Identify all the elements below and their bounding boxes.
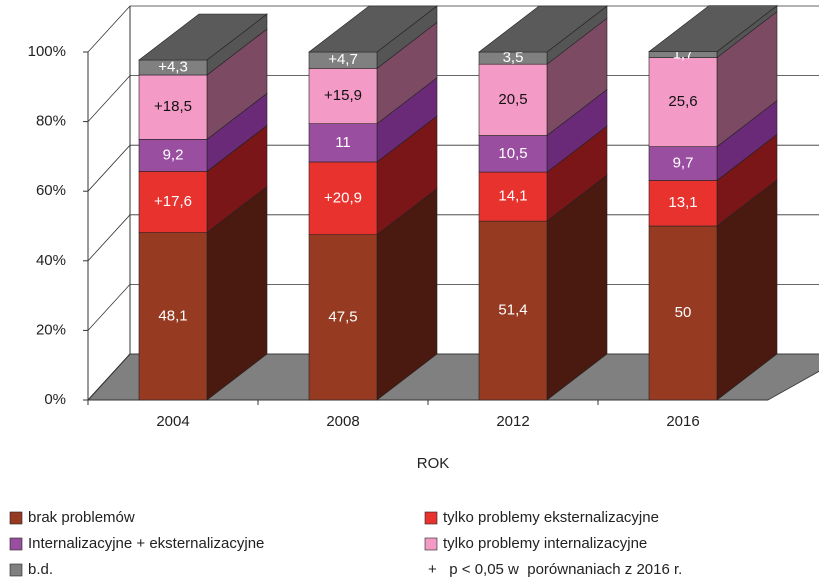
y-tick-label: 80% xyxy=(36,113,66,130)
data-label: 11 xyxy=(335,134,351,151)
data-label: +18,5 xyxy=(154,98,192,115)
legend-label: b.d. xyxy=(28,561,53,578)
data-label: 51,4 xyxy=(498,302,527,319)
data-label: 48,1 xyxy=(158,307,187,324)
x-tick-label: 2008 xyxy=(326,413,359,430)
legend-label: tylko problemy internalizacyjne xyxy=(443,535,647,552)
bar xyxy=(308,123,378,163)
data-label: 9,7 xyxy=(673,155,694,172)
bar xyxy=(478,63,548,136)
bar-top xyxy=(648,5,778,52)
grid-line xyxy=(87,5,819,53)
note: + p < 0,05 w porównaniach z 2016 r. xyxy=(428,561,682,578)
data-label: 9,2 xyxy=(163,146,184,163)
bar xyxy=(478,220,548,401)
x-axis-label: ROK xyxy=(417,455,450,472)
legend-swatch xyxy=(424,537,438,551)
bar-top xyxy=(138,13,268,61)
bar-top xyxy=(308,5,438,53)
bar xyxy=(138,232,208,401)
bar xyxy=(308,161,378,236)
grid-line xyxy=(87,75,819,122)
data-label: 10,5 xyxy=(498,145,527,162)
data-label: 13,1 xyxy=(668,194,697,211)
bar xyxy=(478,135,548,173)
bar-top xyxy=(478,5,608,53)
y-tick-label: 100% xyxy=(28,43,66,60)
y-tick-label: 20% xyxy=(36,321,66,338)
x-tick-label: 2004 xyxy=(156,413,189,430)
data-label: 50 xyxy=(675,304,692,321)
bar xyxy=(308,68,378,124)
legend-swatch xyxy=(9,537,23,551)
bar xyxy=(308,234,378,401)
bar xyxy=(648,225,718,401)
bar xyxy=(138,139,208,172)
grid-line xyxy=(87,283,819,331)
legend-label: tylko problemy eksternalizacyjne xyxy=(443,509,659,526)
y-tick-label: 40% xyxy=(36,252,66,269)
legend-swatch xyxy=(9,511,23,525)
data-label: 20,5 xyxy=(498,91,527,108)
grid-line xyxy=(87,353,819,401)
grid-line xyxy=(87,214,819,262)
bar xyxy=(478,171,548,222)
legend-label: brak problemów xyxy=(28,509,135,526)
bar xyxy=(138,171,208,233)
data-label: +4,3 xyxy=(158,58,188,75)
data-label: +20,9 xyxy=(324,189,362,206)
data-label: 47,5 xyxy=(328,308,357,325)
data-label: +17,6 xyxy=(154,193,192,210)
bar xyxy=(648,180,718,227)
legend-swatch xyxy=(9,563,23,577)
data-label: +15,9 xyxy=(324,87,362,104)
x-tick-label: 2012 xyxy=(496,413,529,430)
data-label: 25,6 xyxy=(668,93,697,110)
legend-swatch xyxy=(424,511,438,525)
y-tick-label: 0% xyxy=(44,391,66,408)
data-label: 3,5 xyxy=(503,49,524,66)
legend-label: Internalizacyjne + eksternalizacyjne xyxy=(28,535,264,552)
data-label: +4,7 xyxy=(328,51,358,68)
grid-line xyxy=(87,144,819,192)
x-tick-label: 2016 xyxy=(666,413,699,430)
y-tick-label: 60% xyxy=(36,182,66,199)
data-label: 14,1 xyxy=(498,188,527,205)
